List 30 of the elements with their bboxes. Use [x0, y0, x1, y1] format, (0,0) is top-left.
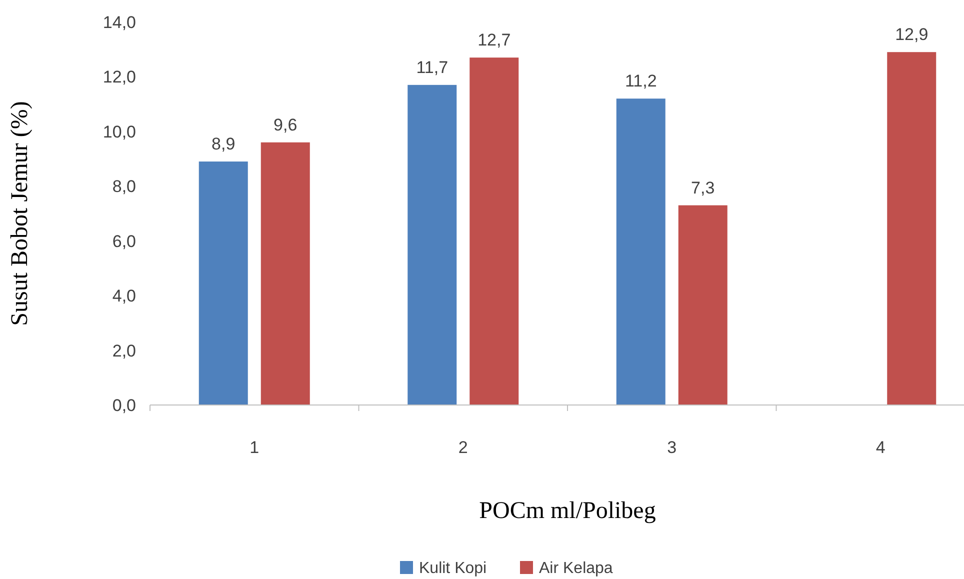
x-tick-label: 2: [458, 438, 468, 457]
y-tick-label: 14,0: [102, 13, 136, 32]
data-label: 8,9: [212, 134, 236, 154]
data-label: 11,2: [624, 72, 657, 91]
legend-label: Air Kelapa: [539, 560, 613, 577]
legend-label: Kulit Kopi: [419, 560, 487, 577]
data-label: 9,6: [274, 115, 298, 134]
bar: [260, 142, 310, 405]
data-label: 12,9: [895, 25, 928, 44]
y-tick-label: 0,0: [112, 396, 136, 415]
data-label: 7,3: [691, 178, 715, 198]
y-tick-label: 8,0: [112, 177, 136, 196]
x-axis-title: POCm ml/Polibeg: [479, 498, 656, 524]
bar: [408, 84, 457, 405]
bar: [616, 98, 666, 405]
data-label: 12,7: [478, 30, 511, 50]
bar: [198, 162, 248, 405]
bar: [887, 52, 936, 405]
data-label: 11,7: [416, 58, 448, 77]
y-tick-label: 6,0: [112, 232, 136, 251]
x-tick-label: 1: [250, 438, 260, 457]
y-tick-label: 10,0: [102, 122, 136, 142]
y-tick-label: 12,0: [102, 68, 136, 87]
x-tick-label: 4: [876, 438, 886, 457]
y-axis-title: Susut Bobot Jemur (%): [7, 101, 33, 326]
bar: [678, 205, 728, 405]
x-tick-label: 3: [667, 438, 677, 457]
bar: [470, 58, 519, 405]
y-tick-label: 2,0: [112, 341, 136, 360]
y-tick-label: 4,0: [112, 286, 136, 306]
